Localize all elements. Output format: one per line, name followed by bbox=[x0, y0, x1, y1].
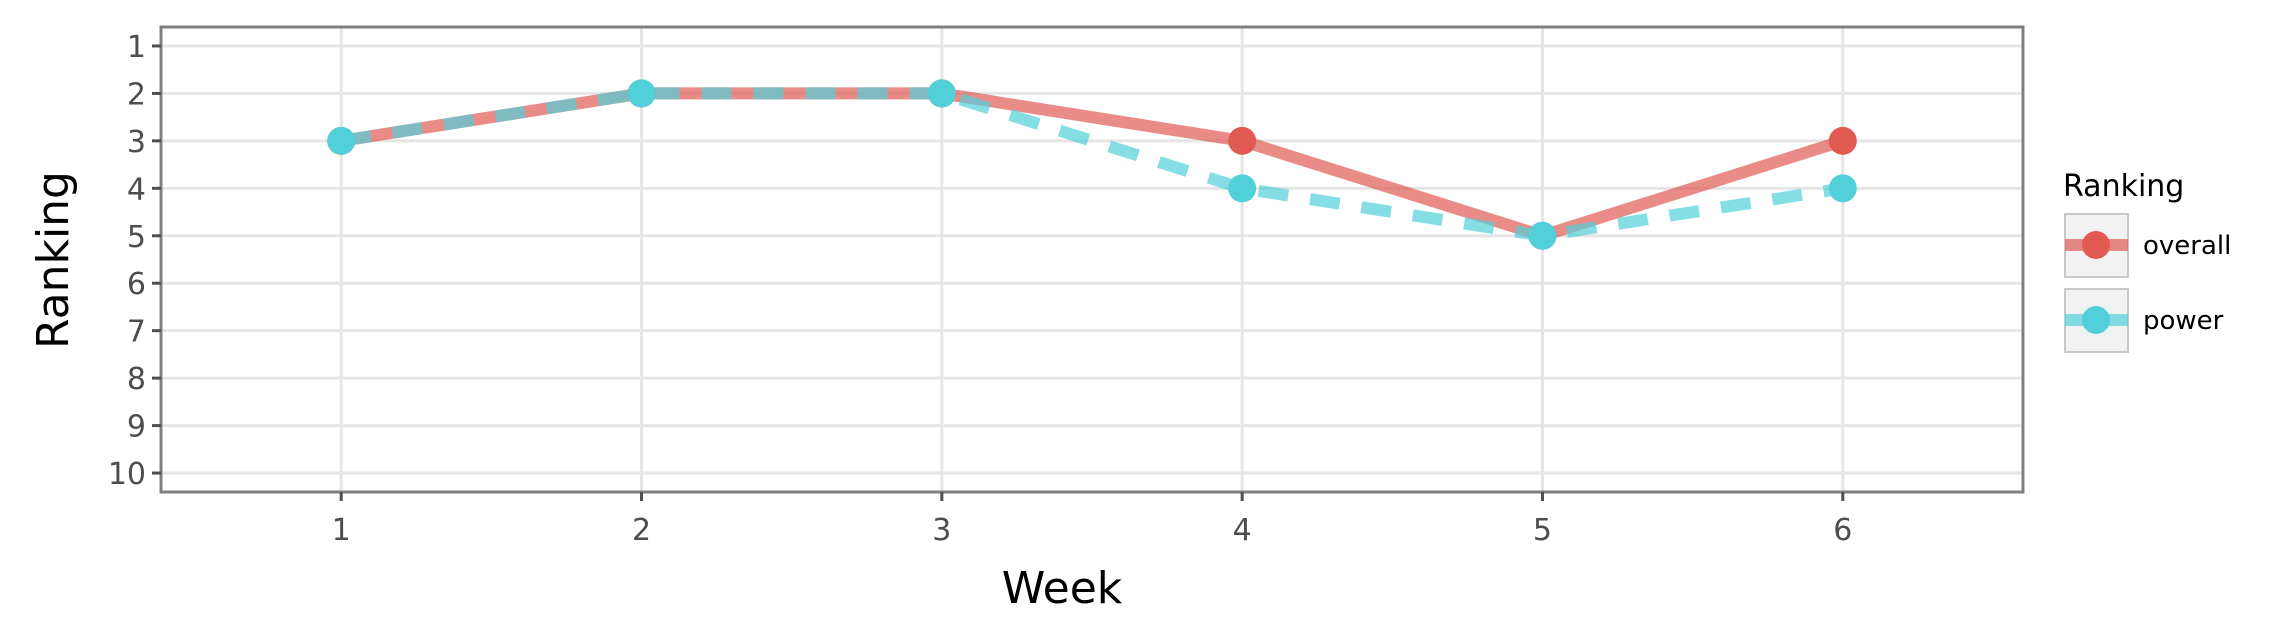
data-point-power bbox=[1528, 221, 1557, 250]
y-tick-label: 4 bbox=[127, 172, 146, 207]
data-point-power bbox=[1828, 174, 1857, 203]
data-point-power bbox=[1228, 174, 1257, 203]
legend-key-overall-point bbox=[2082, 231, 2110, 259]
legend: Ranking overall power bbox=[2063, 169, 2231, 353]
data-point-power bbox=[927, 79, 956, 108]
y-axis: 1 2 3 4 5 6 7 8 9 10 bbox=[108, 30, 161, 492]
y-tick-label: 2 bbox=[127, 77, 146, 112]
plot-border bbox=[159, 25, 2025, 494]
plot-panel bbox=[161, 27, 2023, 492]
legend-label-power: power bbox=[2143, 306, 2224, 336]
series-layer bbox=[327, 79, 1857, 250]
x-tick-label: 6 bbox=[1833, 513, 1852, 548]
y-tick-label: 8 bbox=[127, 362, 146, 397]
y-tick-label: 10 bbox=[108, 457, 146, 492]
data-point-power bbox=[327, 126, 356, 155]
y-axis-title: Ranking bbox=[28, 171, 79, 349]
series-line-power bbox=[340, 87, 1844, 242]
y-tick-label: 5 bbox=[127, 220, 146, 255]
y-tick-label: 1 bbox=[127, 30, 146, 65]
x-tick-label: 4 bbox=[1233, 513, 1252, 548]
data-point-overall bbox=[1228, 126, 1257, 155]
legend-key-power-point bbox=[2082, 306, 2110, 334]
y-tick-label: 3 bbox=[127, 125, 146, 160]
x-tick-label: 1 bbox=[332, 513, 351, 548]
x-tick-label: 3 bbox=[932, 513, 951, 548]
x-tick-label: 5 bbox=[1533, 513, 1552, 548]
x-axis-title: Week bbox=[1002, 563, 1123, 614]
data-point-overall bbox=[1828, 126, 1857, 155]
y-tick-label: 6 bbox=[127, 267, 146, 302]
data-point-power bbox=[627, 79, 656, 108]
legend-title: Ranking bbox=[2063, 169, 2184, 204]
x-tick-label: 2 bbox=[632, 513, 651, 548]
x-axis: 1 2 3 4 5 6 bbox=[332, 492, 1852, 548]
legend-label-overall: overall bbox=[2143, 231, 2231, 261]
y-tick-label: 7 bbox=[127, 315, 146, 350]
series-line-overall bbox=[340, 87, 1845, 242]
y-tick-label: 9 bbox=[127, 410, 146, 445]
